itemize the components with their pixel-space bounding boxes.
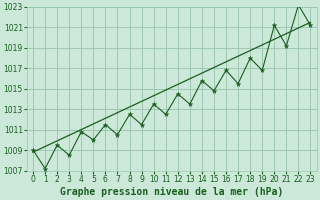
X-axis label: Graphe pression niveau de la mer (hPa): Graphe pression niveau de la mer (hPa) — [60, 186, 284, 197]
